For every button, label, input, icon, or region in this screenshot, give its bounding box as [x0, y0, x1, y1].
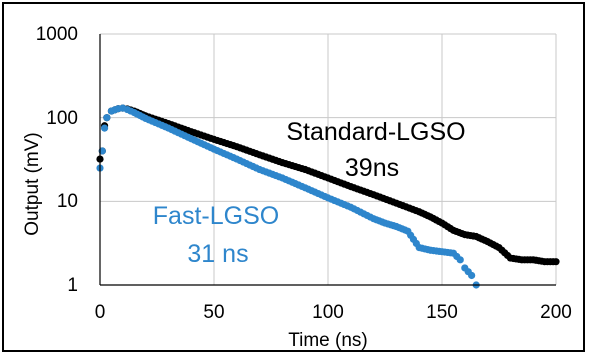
x-tick-label: 150 — [426, 302, 458, 323]
annotation-fast-time: 31 ns — [187, 240, 248, 268]
x-tick-label: 200 — [540, 302, 572, 323]
chart-frame — [2, 2, 585, 352]
annotation-fast-lgso: Fast-LGSO — [153, 202, 279, 230]
annotation-standard-lgso: Standard-LGSO — [286, 118, 465, 146]
data-point — [103, 114, 111, 122]
data-point — [456, 256, 464, 264]
x-axis-label: Time (ns) — [288, 330, 368, 351]
data-marks — [96, 104, 560, 289]
y-axis-label: Output (mV) — [22, 132, 43, 235]
grid — [99, 33, 557, 286]
x-tick-label: 50 — [203, 302, 224, 323]
data-point — [100, 124, 109, 132]
y-tick-label: 100 — [46, 108, 78, 129]
y-tick-label: 1 — [67, 275, 78, 296]
annotation-standard-time: 39ns — [345, 154, 399, 182]
series-fast-lgso — [96, 104, 480, 289]
y-tick-label: 10 — [57, 191, 78, 212]
axes — [99, 34, 556, 286]
y-tick-label: 1000 — [36, 24, 78, 45]
data-point — [552, 258, 560, 266]
data-point — [468, 271, 476, 280]
x-tick-label: 0 — [95, 302, 106, 323]
x-tick-label: 100 — [312, 302, 344, 323]
